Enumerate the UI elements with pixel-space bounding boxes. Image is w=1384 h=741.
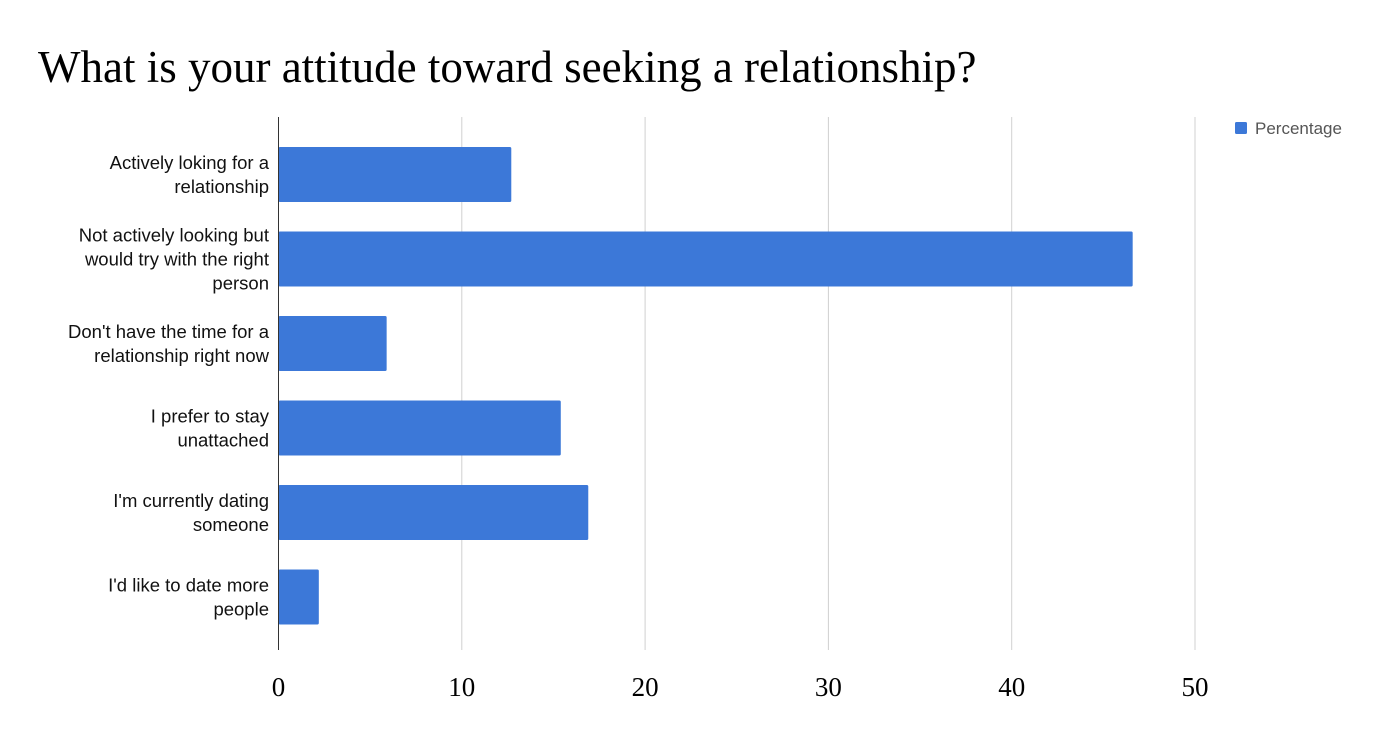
category-label-line: Not actively looking but [79, 225, 269, 246]
category-label-line: Don't have the time for a [68, 321, 270, 342]
bar [278, 569, 319, 625]
category-label: Don't have the time for a relationship ri… [68, 321, 270, 366]
category-label-line: I'm currently dating [113, 490, 269, 511]
legend: Percentage [1235, 119, 1342, 138]
category-label: Actively loking for a relationship [110, 152, 270, 197]
bar [278, 147, 512, 202]
x-tick-label: 0 [272, 672, 286, 702]
chart-title: What is your attitude toward seeking a r… [38, 42, 976, 92]
category-label-line: someone [193, 514, 269, 535]
x-tick-label: 40 [998, 672, 1025, 702]
x-tick-label: 10 [448, 672, 475, 702]
x-axis-tick-labels: 0 10 20 30 40 50 [272, 672, 1209, 702]
category-label: Not actively looking but would try with t… [79, 225, 269, 294]
x-tick-label: 30 [815, 672, 842, 702]
category-label: I prefer to stay unattached [151, 406, 270, 451]
bars [278, 147, 1133, 625]
category-label: I'm currently dating someone [113, 490, 269, 535]
x-tick-label: 50 [1182, 672, 1209, 702]
category-labels: Actively loking for a relationship Not act… [68, 152, 270, 620]
bar [278, 400, 561, 456]
bar [278, 231, 1133, 287]
category-label-line: I prefer to stay [151, 406, 270, 427]
category-label-line: unattached [177, 430, 269, 451]
category-label-line: people [213, 599, 269, 620]
category-label-line: relationship [174, 176, 269, 197]
legend-label: Percentage [1255, 119, 1342, 138]
category-label-line: I'd like to date more [108, 575, 269, 596]
category-label-line: Actively loking for a [110, 152, 270, 173]
bar [278, 485, 589, 540]
category-label-line: would try with the right [84, 249, 269, 270]
category-label: I'd like to date more people [108, 575, 269, 620]
category-label-line: person [212, 273, 269, 294]
x-tick-label: 20 [632, 672, 659, 702]
category-label-line: relationship right now [94, 345, 269, 366]
gridlines [461, 117, 1196, 650]
bar [278, 316, 387, 371]
legend-swatch [1235, 122, 1247, 134]
